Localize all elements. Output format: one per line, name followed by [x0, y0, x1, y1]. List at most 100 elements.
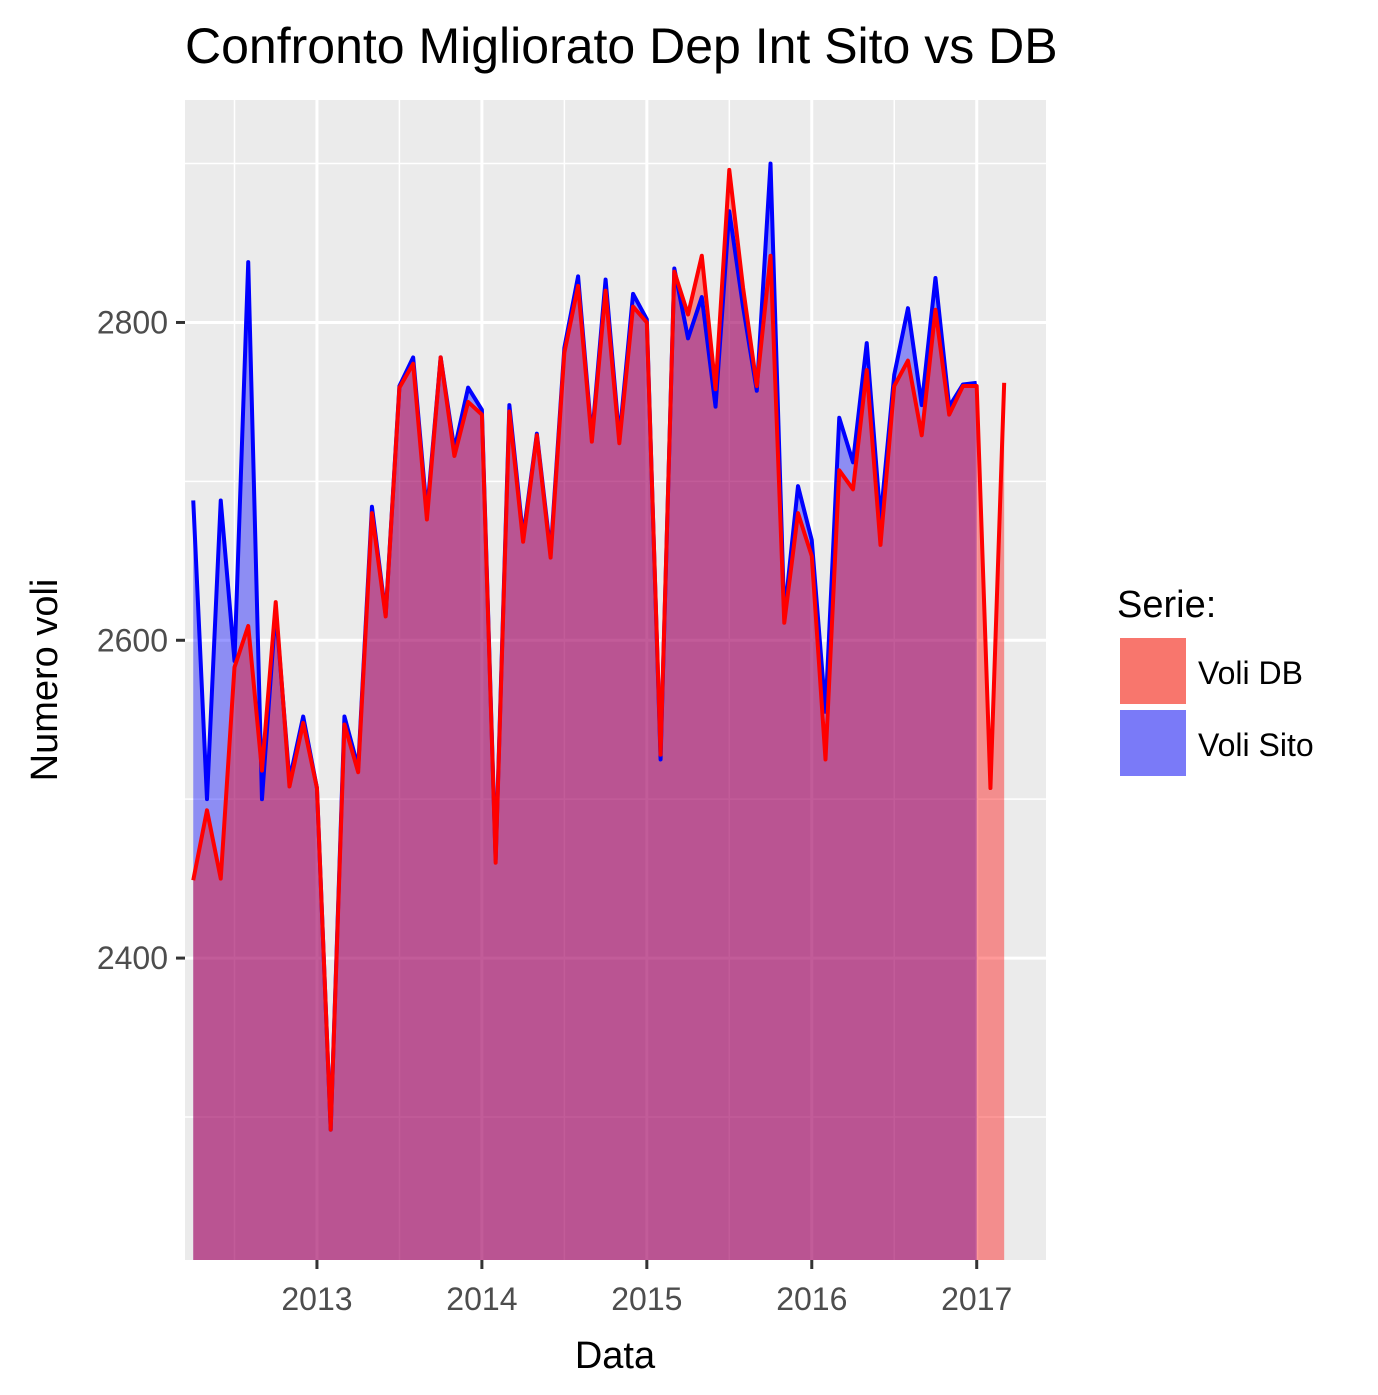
point-voli-sito: [921, 405, 922, 406]
point-voli-db: [344, 724, 345, 725]
point-voli-db: [715, 389, 716, 390]
point-voli-sito: [770, 163, 771, 164]
point-voli-db: [701, 255, 702, 256]
point-voli-sito: [907, 308, 908, 309]
point-voli-db: [509, 411, 510, 412]
point-voli-db: [454, 455, 455, 456]
chart-title: Confronto Migliorato Dep Int Sito vs DB: [185, 18, 1058, 74]
y-axis: 2400 2600 2800: [97, 304, 185, 976]
point-voli-sito: [688, 338, 689, 339]
point-voli-sito: [413, 357, 414, 358]
point-voli-db: [633, 306, 634, 307]
point-voli-db: [1004, 382, 1005, 383]
point-voli-db: [523, 541, 524, 542]
y-tick-label: 2400: [97, 940, 168, 976]
point-voli-db: [193, 880, 194, 881]
point-voli-db: [578, 285, 579, 286]
y-tick-label: 2600: [97, 622, 168, 658]
y-tick-label: 2800: [97, 304, 168, 340]
point-voli-db: [880, 544, 881, 545]
point-voli-db: [798, 513, 799, 514]
x-axis-label: Data: [575, 1335, 656, 1377]
point-voli-sito: [839, 417, 840, 418]
point-voli-sito: [481, 409, 482, 410]
point-voli-db: [385, 616, 386, 617]
point-voli-db: [949, 414, 950, 415]
point-voli-db: [550, 557, 551, 558]
grid-major: [185, 100, 1046, 1260]
line-voli-db: [191, 167, 1007, 1132]
point-voli-db: [206, 810, 207, 811]
series-areas: [193, 163, 1005, 1260]
point-voli-db: [825, 759, 826, 760]
point-voli-sito: [193, 500, 194, 501]
area-voli-sito: [193, 163, 977, 1260]
point-voli-sito: [605, 279, 606, 280]
point-voli-db: [481, 414, 482, 415]
point-voli-db: [811, 556, 812, 557]
point-voli-db: [743, 287, 744, 288]
grid-minor: [185, 100, 1046, 1260]
point-voli-db: [440, 357, 441, 358]
point-voli-db: [399, 387, 400, 388]
point-voli-db: [248, 625, 249, 626]
point-voli-db: [907, 360, 908, 361]
point-voli-db: [275, 602, 276, 603]
point-voli-sito: [852, 462, 853, 463]
legend-swatch-voli-sito: [1120, 710, 1186, 776]
point-voli-sito: [303, 716, 304, 717]
point-voli-sito: [674, 268, 675, 269]
point-voli-db: [784, 622, 785, 623]
point-voli-sito: [468, 387, 469, 388]
point-voli-db: [536, 435, 537, 436]
legend: Serie: Voli DB Voli Sito: [1117, 584, 1314, 776]
point-voli-sito: [743, 306, 744, 307]
point-voli-sito: [578, 276, 579, 277]
point-voli-sito: [811, 540, 812, 541]
point-voli-db: [729, 169, 730, 170]
point-voli-db: [261, 770, 262, 771]
x-tick-label: 2017: [941, 1281, 1012, 1317]
x-tick-label: 2014: [446, 1281, 517, 1317]
point-voli-db: [976, 386, 977, 387]
point-voli-sito: [935, 277, 936, 278]
point-voli-sito: [976, 382, 977, 383]
point-voli-db: [234, 667, 235, 668]
point-voli-sito: [633, 293, 634, 294]
x-tick-label: 2013: [281, 1281, 352, 1317]
point-voli-sito: [220, 500, 221, 501]
legend-title: Serie:: [1117, 584, 1216, 626]
point-voli-sito: [344, 716, 345, 717]
legend-swatch-voli-db: [1120, 638, 1186, 704]
point-voli-sito: [248, 262, 249, 263]
legend-label-voli-db: Voli DB: [1198, 655, 1303, 691]
point-voli-db: [935, 309, 936, 310]
point-voli-db: [591, 441, 592, 442]
point-voli-db: [495, 862, 496, 863]
point-voli-db: [303, 722, 304, 723]
point-voli-db: [660, 754, 661, 755]
point-voli-db: [894, 386, 895, 387]
x-axis: 2013 2014 2015 2016 2017: [281, 1260, 1012, 1317]
area-voli-db: [193, 169, 1005, 1260]
point-voli-db: [839, 470, 840, 471]
point-voli-sito: [756, 390, 757, 391]
point-voli-db: [564, 352, 565, 353]
point-voli-sito: [701, 297, 702, 298]
point-voli-db: [866, 370, 867, 371]
legend-label-voli-sito: Voli Sito: [1198, 727, 1314, 763]
point-voli-db: [220, 878, 221, 879]
point-voli-db: [316, 788, 317, 789]
point-voli-db: [619, 443, 620, 444]
point-voli-db: [358, 772, 359, 773]
point-voli-db: [770, 255, 771, 256]
point-voli-db: [962, 386, 963, 387]
point-voli-sito: [715, 406, 716, 407]
y-axis-label: Numero voli: [24, 579, 66, 782]
point-voli-sito: [866, 343, 867, 344]
point-voli-db: [330, 1129, 331, 1130]
point-voli-db: [413, 363, 414, 364]
point-voli-sito: [509, 405, 510, 406]
